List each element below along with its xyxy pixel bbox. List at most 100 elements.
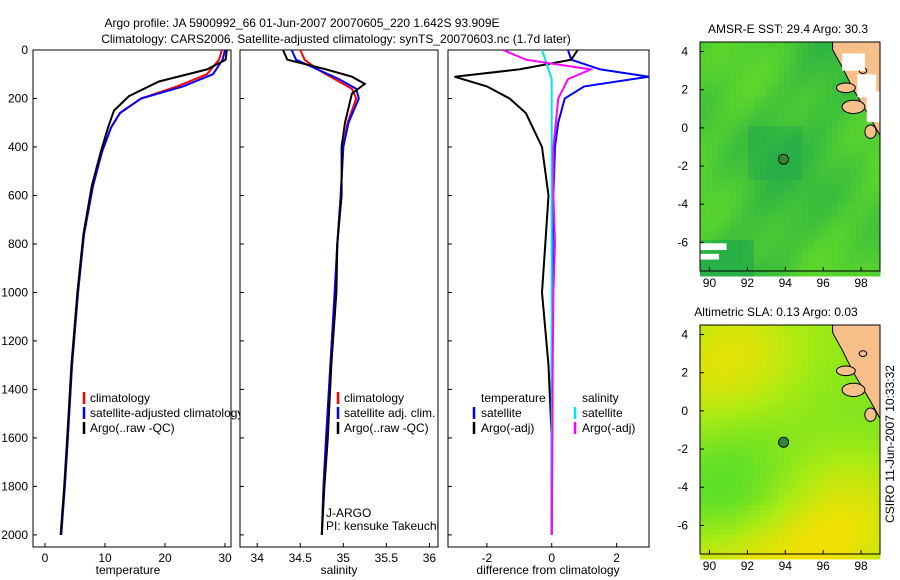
sst-map-cell [844, 144, 851, 151]
sla-map-cell [856, 451, 863, 458]
sla-map-cell [772, 475, 779, 482]
sla-map-cell [724, 463, 731, 470]
sst-map-cell [844, 150, 851, 157]
sla-map-cell [742, 379, 749, 386]
sst-map-cell [850, 96, 857, 103]
sla-map-cell [784, 469, 791, 476]
sst-map-cell [814, 240, 821, 247]
sla-map-cell [736, 481, 743, 488]
sst-map-cell [754, 90, 761, 97]
program-annotation: J-ARGO [326, 506, 371, 520]
sst-map-cell [808, 222, 815, 229]
sst-map-cell [754, 162, 761, 169]
sla-map-cell [796, 487, 803, 494]
sst-map-cell [748, 144, 755, 151]
sst-map-cell [796, 102, 803, 109]
sst-map-cell [790, 264, 797, 271]
sla-map-cell [784, 463, 791, 470]
sst-map-cell [700, 270, 707, 277]
sla-map-cell [736, 415, 743, 422]
sla-map-cell [814, 445, 821, 452]
sla-map-cell [844, 475, 851, 482]
sla-map-cell [826, 409, 833, 416]
sla-map-cell [844, 361, 851, 368]
sla-map-cell [706, 331, 713, 338]
sst-map-cell [766, 252, 773, 259]
sst-map-cell [718, 270, 725, 277]
sst-map-cell [778, 144, 785, 151]
sst-map-cell [754, 258, 761, 265]
sst-map-cell [766, 54, 773, 61]
sst-map-cell [802, 210, 809, 217]
sla-map-cell [748, 403, 755, 410]
sla-map-cell [706, 355, 713, 362]
sst-map-cell [862, 138, 869, 145]
sst-map-cell [808, 210, 815, 217]
sla-map-cell [826, 361, 833, 368]
sst-map-cell [760, 126, 767, 133]
sla-map-cell [766, 499, 773, 506]
sst-map-cell [832, 264, 839, 271]
sla-map-cell [790, 475, 797, 482]
sla-map-cell [802, 463, 809, 470]
sst-map-cell [856, 150, 863, 157]
sla-map-cell [718, 367, 725, 374]
sst-map-cell [754, 150, 761, 157]
sst-map-cell [802, 72, 809, 79]
sst-map-cell [724, 114, 731, 121]
sla-map-cell [742, 523, 749, 530]
sla-map-cell [820, 463, 827, 470]
sst-map-cell [838, 102, 845, 109]
sla-map-cell [712, 379, 719, 386]
sla-map-cell [856, 535, 863, 542]
sst-map-cell [874, 258, 881, 265]
sla-map-cell [832, 415, 839, 422]
sla-map-cell [790, 361, 797, 368]
sla-map-cell [754, 415, 761, 422]
sst-map-cell [856, 222, 863, 229]
sla-map-cell [784, 385, 791, 392]
sst-map-cell [742, 198, 749, 205]
sla-map-cell [796, 481, 803, 488]
sst-map-cell [730, 204, 737, 211]
sst-map-cell [706, 162, 713, 169]
sla-map-cell [778, 535, 785, 542]
sst-map-cell [850, 222, 857, 229]
sst-map-cell [742, 150, 749, 157]
sla-map-cell [730, 379, 737, 386]
sst-map-cell [772, 264, 779, 271]
sla-map-cell [796, 349, 803, 356]
sla-map-cell [748, 433, 755, 440]
sla-map-cell [712, 475, 719, 482]
sla-map-cell [838, 541, 845, 548]
sla-map-cell [748, 517, 755, 524]
sst-map-cell [790, 258, 797, 265]
sla-map-cell [832, 505, 839, 512]
sst-map-cell [838, 150, 845, 157]
sst-map-cell [808, 186, 815, 193]
salinity-xtick-label: 34 [251, 551, 265, 565]
sst-map-cell [832, 144, 839, 151]
sla-map-cell [706, 337, 713, 344]
sst-map-cell [826, 54, 833, 61]
sla-map-cell [772, 361, 779, 368]
sst-map-cell [766, 114, 773, 121]
sst-map-cell [754, 240, 761, 247]
sst-map-cell [808, 90, 815, 97]
sst-map-cell [754, 180, 761, 187]
sst-map-cell [796, 186, 803, 193]
sla-map-cell [850, 451, 857, 458]
sla-map-cell [772, 523, 779, 530]
sst-map-cell [742, 252, 749, 259]
sla-map-cell [736, 355, 743, 362]
sla-map-cell [802, 397, 809, 404]
sla-map-cell [760, 475, 767, 482]
sla-map-cell [760, 457, 767, 464]
sst-map-cell [802, 204, 809, 211]
sst-map-cell [706, 270, 713, 277]
sst-map-cell [826, 168, 833, 175]
sst-map-cell [778, 174, 785, 181]
sla-map-cell [754, 511, 761, 518]
sst-map-cell [712, 174, 719, 181]
sla-map-cell [808, 361, 815, 368]
